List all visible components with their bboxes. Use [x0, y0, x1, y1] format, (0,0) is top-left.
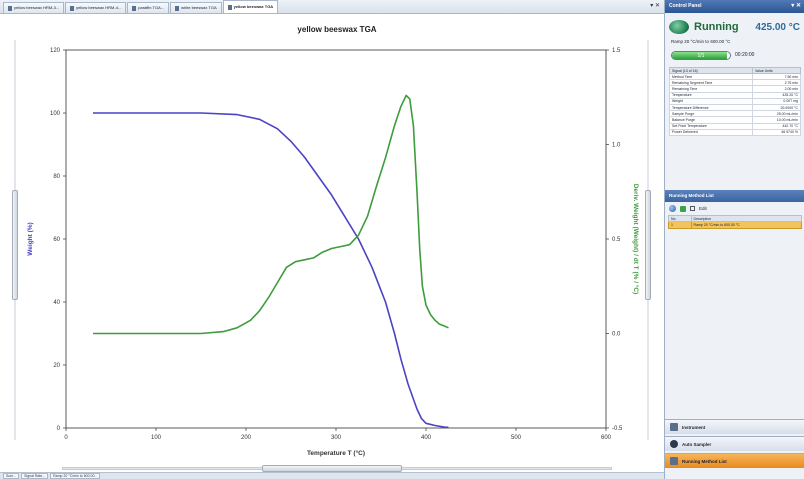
document-icon [175, 5, 180, 11]
plot-area: yellow beeswax TGA 0 100 200 300 400 500 600 0 2… [0, 14, 664, 466]
nav-label: Auto Sampler [682, 441, 712, 447]
progress-fill [672, 51, 728, 59]
running-method-section: Running Method List Edit No. Description… [665, 190, 804, 229]
y2-tick-label: 1.5 [612, 48, 621, 54]
bottom-tab-bar: Sum... Signal Rate... Ramp 20 °C/min to … [0, 472, 664, 479]
document-icon [132, 5, 137, 11]
method-description: Ramp 20 °C/min to 600.00 °C [690, 221, 803, 229]
tab-label: paraffin TGA... [138, 5, 165, 10]
tab-label: yellow beeswax HRM-3... [14, 5, 60, 10]
section-header[interactable]: Running Method List [665, 190, 804, 202]
scroll-thumb[interactable] [645, 190, 651, 300]
signal-table: Signal (13 of 16) Value Units Method Tim… [669, 67, 802, 136]
x-tick-label: 500 [511, 435, 522, 441]
bottom-tab[interactable]: Ramp 20 °C/min to 600.00... [50, 473, 101, 479]
nav-instrument[interactable]: Instrument [665, 419, 804, 434]
y-tick-label: 0 [57, 426, 61, 432]
x-tick-label: 300 [331, 435, 342, 441]
y-tick-label: 40 [53, 300, 60, 306]
bottom-tab[interactable]: Signal Rate... [21, 473, 49, 479]
tab-label: yellow beeswax HRM-4... [76, 5, 122, 10]
play-icon[interactable] [680, 205, 686, 212]
nav-auto-sampler[interactable]: Auto Sampler [665, 436, 804, 451]
y-tick-label: 20 [53, 363, 60, 369]
status-text: Running [694, 21, 739, 33]
y-tick-label: 80 [53, 174, 60, 180]
method-table: No. Description 1 Ramp 20 °C/min to 600.… [668, 215, 803, 229]
progress-label: 1/1 [697, 52, 705, 59]
current-temperature: 425.00 °C [755, 21, 800, 33]
elapsed-time: 00:20:00 [735, 52, 755, 58]
bottom-tab[interactable]: Sum... [3, 473, 20, 479]
x-tick-label: 100 [151, 435, 162, 441]
y2-tick-label: 0.5 [612, 237, 621, 243]
method-toolbar: Edit [665, 202, 804, 215]
y2-axis-label: Deriv. Weight (Weight) / dt T (% / °C) [632, 184, 640, 295]
tab-yellow-beeswax-tga[interactable]: yellow beeswax TGA [222, 0, 279, 13]
x-axis-scrollbar[interactable] [62, 464, 612, 472]
control-panel: Control Panel ▾ ✕ Running 425.00 °C Ramp … [664, 0, 804, 479]
derivative-series-line [93, 94, 449, 335]
x-axis-label: Temperature T (°C) [307, 449, 365, 457]
y2-tick-label: -0.5 [612, 426, 623, 432]
tab-yellow-beeswax-hrm-3[interactable]: yellow beeswax HRM-3... [3, 2, 65, 13]
tab-label: white beeswax TGA [181, 5, 217, 10]
instrument-icon [670, 423, 678, 431]
document-tab-bar: yellow beeswax HRM-3... yellow beeswax H… [0, 0, 664, 14]
x-tick-label: 400 [421, 435, 432, 441]
y-tick-label: 60 [53, 237, 60, 243]
method-number: 1 [668, 221, 692, 229]
list-icon [670, 457, 678, 465]
panel-header: Control Panel ▾ ✕ [665, 0, 804, 13]
scroll-thumb[interactable] [12, 190, 18, 300]
running-status-icon [669, 20, 689, 34]
y-tick-label: 120 [50, 48, 61, 54]
scroll-thumb[interactable] [262, 465, 402, 472]
tab-yellow-beeswax-hrm-4[interactable]: yellow beeswax HRM-4... [65, 2, 127, 13]
x-tick-label: 200 [241, 435, 252, 441]
segment-description: Ramp 20 °C/min to 600.00 °C [671, 39, 731, 44]
y2-tick-label: 1.0 [612, 143, 621, 149]
pin-icon[interactable]: ▾ ✕ [791, 3, 801, 9]
refresh-icon[interactable] [669, 205, 676, 212]
progress-row: 1/1 00:20:00 [665, 46, 804, 64]
y-tick-label: 100 [50, 111, 61, 117]
signal-name: Power Delivered [669, 128, 753, 136]
run-progress-bar: 1/1 [671, 50, 731, 60]
run-status: Running 425.00 °C [665, 13, 804, 37]
right-axis-scrollbar[interactable] [645, 40, 651, 440]
document-icon [8, 5, 12, 11]
signal-row: Power Delivered 46.9740 % [669, 128, 802, 136]
y-axis-label: Weight (%) [27, 222, 34, 255]
tab-paraffin-tga[interactable]: paraffin TGA... [127, 2, 170, 13]
tab-label: yellow beeswax TGA [233, 4, 274, 9]
edit-icon[interactable] [690, 206, 695, 211]
nav-label: Instrument [682, 424, 706, 430]
document-icon [227, 4, 232, 10]
chart-title: yellow beeswax TGA [297, 25, 376, 34]
tab-white-beeswax-tga[interactable]: white beeswax TGA [170, 2, 222, 13]
tga-chart[interactable]: yellow beeswax TGA 0 100 200 300 400 500 600 0 2… [0, 14, 664, 466]
plot-frame [65, 49, 607, 429]
weight-series-line [93, 112, 449, 429]
x-tick-label: 600 [601, 435, 612, 441]
y2-tick-label: 0.0 [612, 332, 621, 338]
nav-label: Running Method List [682, 458, 727, 464]
method-row[interactable]: 1 Ramp 20 °C/min to 600.00 °C [668, 221, 803, 229]
sampler-icon [670, 440, 678, 448]
edit-label[interactable]: Edit [699, 206, 707, 211]
signal-value: 46.9740 % [751, 128, 802, 136]
panel-title: Control Panel [669, 3, 702, 9]
x-tick-label: 0 [64, 435, 68, 441]
document-icon [70, 5, 75, 11]
left-axis-scrollbar[interactable] [12, 40, 18, 440]
tab-list-dropdown-icon[interactable]: ▾ ✕ [650, 3, 660, 9]
nav-running-method-list[interactable]: Running Method List [665, 453, 804, 468]
